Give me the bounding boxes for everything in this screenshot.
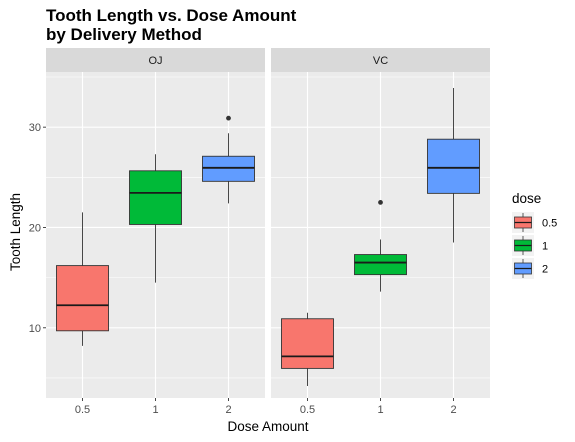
x-tick-label: 2 [450, 404, 456, 416]
box-rect [129, 170, 182, 225]
strip-oj [46, 48, 265, 72]
box-rect [354, 254, 407, 276]
y-tick-label: 20 [29, 222, 41, 234]
y-axis-title: Tooth Length [8, 193, 23, 271]
box-rect [202, 155, 255, 182]
legend-label: 1 [542, 241, 548, 253]
x-tick-label: 0.5 [300, 404, 315, 416]
outlier-point [378, 200, 383, 205]
legend-item-1: 1 [512, 235, 548, 256]
x-tick-label: 2 [225, 404, 231, 416]
box-oj-2 [202, 115, 255, 204]
x-tick-label: 0.5 [75, 404, 90, 416]
panel-vc: VC 0.5 1 2 [271, 48, 490, 416]
legend-item-0.5: 0.5 [512, 212, 557, 233]
legend-label: 0.5 [542, 218, 557, 230]
box-vc-1 [354, 200, 407, 292]
panel-oj: OJ 0.5 1 2 10 20 30 [29, 48, 265, 416]
box-rect [56, 265, 109, 332]
x-tick-label: 1 [152, 404, 158, 416]
chart-title-line2: by Delivery Method [46, 25, 202, 44]
box-vc-0.5 [281, 312, 334, 386]
box-oj-1 [129, 154, 182, 283]
legend-label: 2 [542, 264, 548, 276]
x-tick-label: 1 [377, 404, 383, 416]
chart-title-line1: Tooth Length vs. Dose Amount [46, 6, 297, 25]
outlier-point [226, 115, 231, 121]
y-tick-label: 10 [29, 323, 41, 335]
box-rect [281, 318, 334, 369]
strip-label: OJ [148, 55, 162, 67]
box-oj-0.5 [56, 212, 109, 346]
strip-label: VC [373, 55, 388, 67]
strip-vc [271, 48, 490, 72]
legend: dose 0.5 1 2 [512, 191, 557, 279]
box-rect [427, 138, 480, 194]
y-tick-label: 30 [29, 122, 41, 134]
box-vc-2 [427, 88, 480, 243]
x-axis-title: Dose Amount [227, 419, 308, 434]
panels-layer: OJ 0.5 1 2 10 20 30 VC 0.5 1 2 [29, 48, 490, 416]
legend-item-2: 2 [512, 258, 548, 279]
legend-title: dose [512, 191, 541, 206]
